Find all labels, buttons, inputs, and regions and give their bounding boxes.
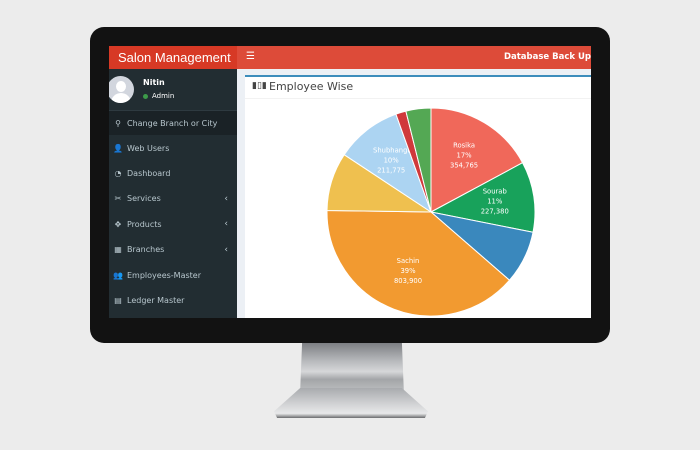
sidebar-item-label: Dashboard (127, 168, 171, 178)
scissors-icon: ✂ (114, 194, 122, 204)
chevron-left-icon: ‹ (224, 219, 228, 230)
pie-slice-sachin[interactable] (326, 210, 511, 317)
building-icon: ▦ (114, 245, 122, 255)
pie-label: Shubhangi 10% 211,775 (373, 146, 409, 174)
sidebar-item-label: Ledger Master (127, 295, 185, 305)
user-panel: Nitin Admin (109, 69, 237, 110)
sidebar-item-web-users[interactable]: 👤 Web Users (109, 135, 237, 160)
avatar (109, 76, 134, 103)
cube-icon: ✥ (114, 219, 122, 229)
sidebar: Nitin Admin ⚲ Change Branch or City 👤 Web U… (109, 69, 237, 318)
sidebar-item-label: Web Users (127, 143, 170, 153)
pie-slice-sourab[interactable] (429, 162, 536, 233)
dashboard-icon: ◔ (114, 168, 122, 178)
sidebar-item-label: Branches (127, 245, 165, 255)
brand-logo[interactable]: Salon Management (109, 46, 237, 69)
sidebar-item-label: Employees-Master (127, 270, 201, 280)
online-status-icon (143, 93, 148, 99)
sidebar-menu: ⚲ Change Branch or City 👤 Web Users ◔ Dashboa… (109, 110, 237, 313)
pie-label: Sachin 39% 803,900 (394, 257, 422, 285)
bar-chart-icon: ▮▯▮ (252, 81, 267, 91)
panel-header: ▮▯▮ Employee Wise (245, 77, 591, 99)
sidebar-item-ledger-master[interactable]: ▤ Ledger Master (109, 288, 237, 313)
pie-label: Rosika 17% 354,765 (450, 142, 478, 170)
sidebar-item-label: Products (127, 219, 162, 229)
map-marker-icon: ⚲ (115, 118, 121, 128)
panel-title: Employee Wise (269, 80, 354, 93)
pie-slice[interactable] (405, 107, 432, 213)
sidebar-item-label: Services (127, 194, 161, 204)
users-icon: 👥 (113, 270, 123, 280)
sidebar-item-change-branch-or-city[interactable]: ⚲ Change Branch or City (109, 110, 237, 136)
pie-label: Sourab 11% 227,380 (481, 187, 509, 215)
sidebar-item-branches[interactable]: ▦ Branches ‹ (109, 237, 237, 262)
monitor-stand-neck (300, 343, 404, 395)
monitor-stand-base (274, 388, 428, 418)
file-icon: ▤ (114, 295, 122, 305)
hamburger-icon[interactable]: ☰ (246, 51, 255, 62)
sidebar-item-products[interactable]: ✥ Products ‹ (109, 212, 237, 237)
sidebar-item-services[interactable]: ✂ Services ‹ (109, 186, 237, 211)
sidebar-item-dashboard[interactable]: ◔ Dashboard (109, 161, 237, 186)
sidebar-item-employees-master[interactable]: 👥 Employees-Master (109, 262, 237, 287)
top-navbar: Salon Management ☰ Database Back Up (109, 46, 591, 69)
chevron-left-icon: ‹ (224, 193, 228, 204)
database-backup-link[interactable]: Database Back Up (503, 52, 591, 62)
user-plus-icon: 👤 (113, 143, 123, 153)
user-role: Admin (143, 92, 174, 100)
chevron-left-icon: ‹ (224, 244, 228, 255)
sidebar-item-label: Change Branch or City (127, 118, 218, 128)
screen: Salon Management ☰ Database Back Up Niti… (109, 46, 591, 318)
user-name: Nitin (143, 78, 165, 87)
pie-slice-rosika[interactable] (430, 107, 524, 213)
